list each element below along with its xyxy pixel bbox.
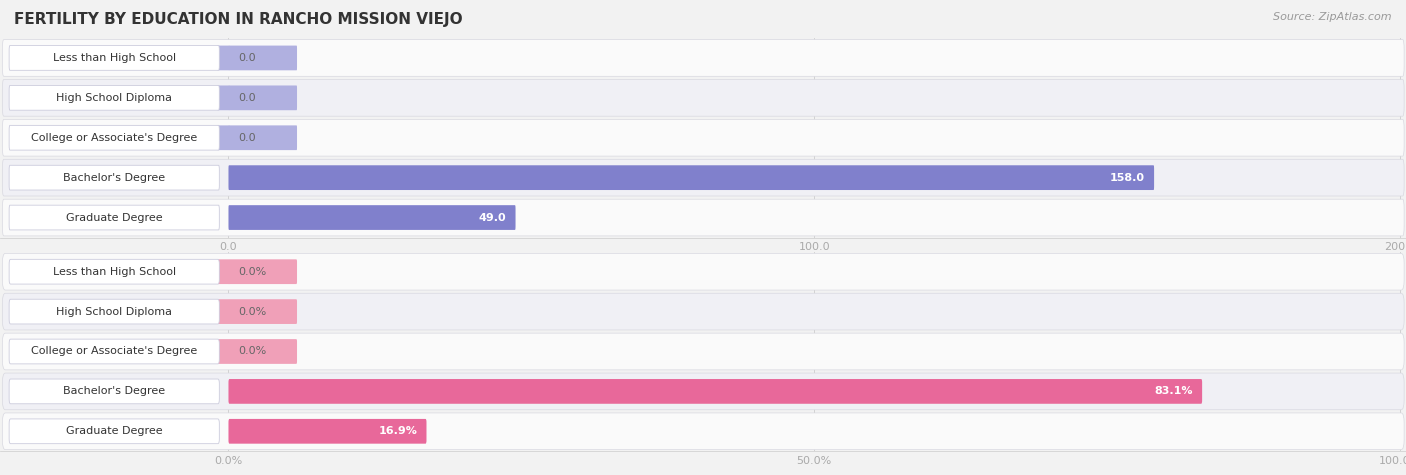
FancyBboxPatch shape bbox=[3, 39, 1405, 76]
FancyBboxPatch shape bbox=[229, 205, 516, 230]
FancyBboxPatch shape bbox=[217, 125, 297, 150]
Text: College or Associate's Degree: College or Associate's Degree bbox=[31, 346, 197, 357]
Text: 0.0: 0.0 bbox=[238, 53, 256, 63]
FancyBboxPatch shape bbox=[10, 419, 219, 444]
Text: Bachelor's Degree: Bachelor's Degree bbox=[63, 172, 166, 183]
Text: Source: ZipAtlas.com: Source: ZipAtlas.com bbox=[1274, 12, 1392, 22]
FancyBboxPatch shape bbox=[217, 339, 297, 364]
FancyBboxPatch shape bbox=[10, 379, 219, 404]
Text: FERTILITY BY EDUCATION IN RANCHO MISSION VIEJO: FERTILITY BY EDUCATION IN RANCHO MISSION… bbox=[14, 12, 463, 27]
Text: 0.0%: 0.0% bbox=[238, 266, 266, 277]
FancyBboxPatch shape bbox=[3, 119, 1405, 156]
Text: 49.0: 49.0 bbox=[478, 212, 506, 223]
Text: High School Diploma: High School Diploma bbox=[56, 306, 173, 317]
FancyBboxPatch shape bbox=[217, 259, 297, 284]
FancyBboxPatch shape bbox=[10, 125, 219, 150]
Text: 83.1%: 83.1% bbox=[1154, 386, 1192, 397]
FancyBboxPatch shape bbox=[10, 165, 219, 190]
FancyBboxPatch shape bbox=[3, 79, 1405, 116]
FancyBboxPatch shape bbox=[229, 379, 1202, 404]
FancyBboxPatch shape bbox=[3, 253, 1405, 290]
FancyBboxPatch shape bbox=[10, 86, 219, 110]
Text: College or Associate's Degree: College or Associate's Degree bbox=[31, 133, 197, 143]
FancyBboxPatch shape bbox=[217, 86, 297, 110]
Text: 0.0%: 0.0% bbox=[238, 346, 266, 357]
FancyBboxPatch shape bbox=[217, 46, 297, 70]
FancyBboxPatch shape bbox=[3, 159, 1405, 196]
FancyBboxPatch shape bbox=[3, 199, 1405, 236]
Text: Graduate Degree: Graduate Degree bbox=[66, 212, 163, 223]
FancyBboxPatch shape bbox=[10, 299, 219, 324]
Text: High School Diploma: High School Diploma bbox=[56, 93, 173, 103]
FancyBboxPatch shape bbox=[3, 333, 1405, 370]
FancyBboxPatch shape bbox=[229, 165, 1154, 190]
Text: 158.0: 158.0 bbox=[1109, 172, 1144, 183]
FancyBboxPatch shape bbox=[10, 46, 219, 70]
Text: 0.0%: 0.0% bbox=[238, 306, 266, 317]
Text: 0.0: 0.0 bbox=[238, 93, 256, 103]
FancyBboxPatch shape bbox=[10, 259, 219, 284]
Text: Less than High School: Less than High School bbox=[52, 266, 176, 277]
FancyBboxPatch shape bbox=[3, 293, 1405, 330]
Text: 0.0: 0.0 bbox=[238, 133, 256, 143]
Text: Graduate Degree: Graduate Degree bbox=[66, 426, 163, 437]
Text: Less than High School: Less than High School bbox=[52, 53, 176, 63]
FancyBboxPatch shape bbox=[217, 299, 297, 324]
FancyBboxPatch shape bbox=[3, 373, 1405, 410]
Text: 16.9%: 16.9% bbox=[378, 426, 418, 437]
FancyBboxPatch shape bbox=[3, 413, 1405, 450]
FancyBboxPatch shape bbox=[10, 205, 219, 230]
Text: Bachelor's Degree: Bachelor's Degree bbox=[63, 386, 166, 397]
FancyBboxPatch shape bbox=[10, 339, 219, 364]
FancyBboxPatch shape bbox=[229, 419, 426, 444]
